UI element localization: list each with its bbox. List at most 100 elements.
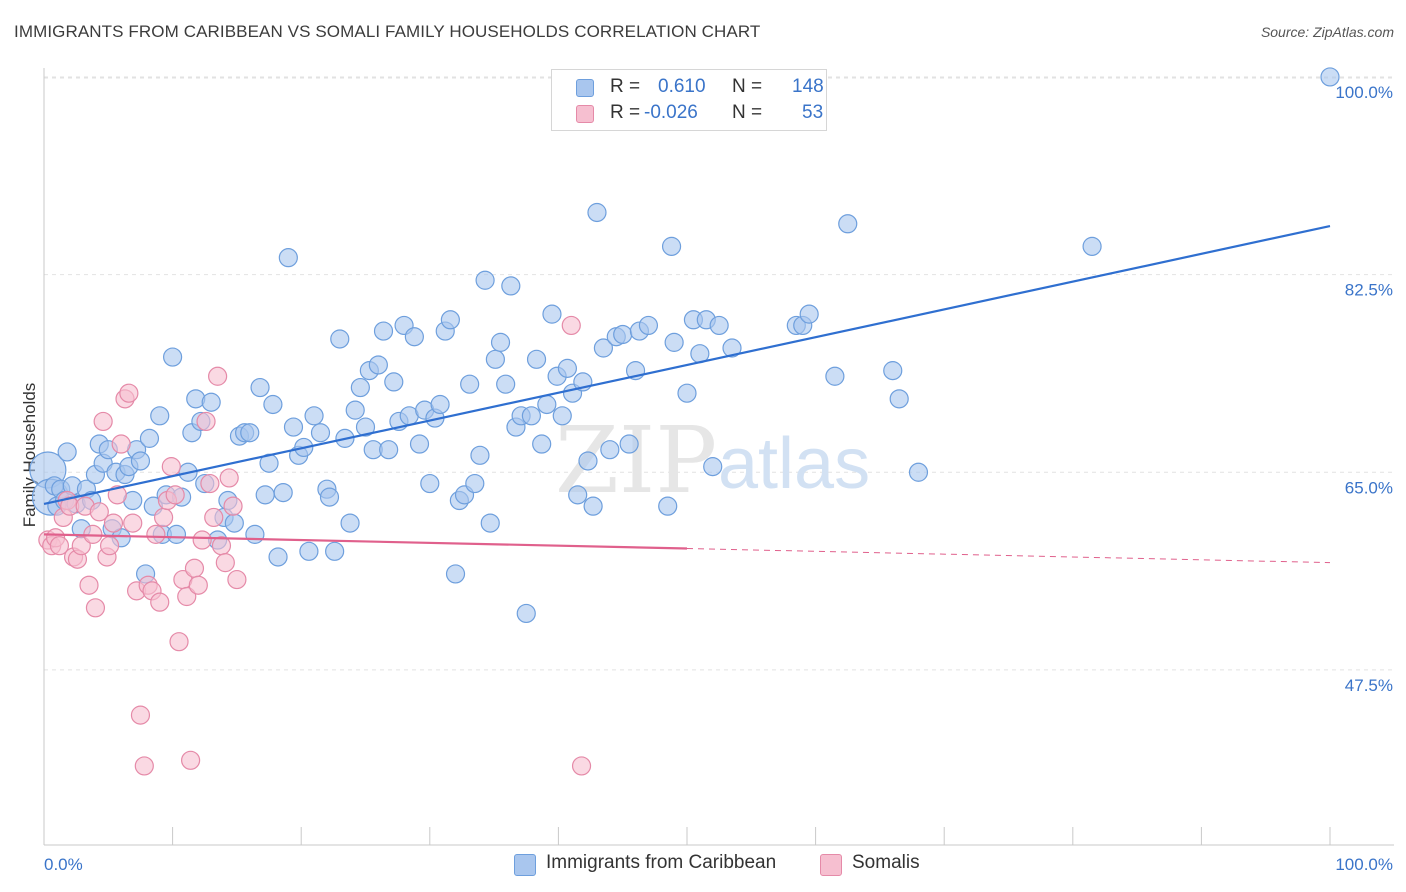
caribbean-point [460,374,480,394]
caribbean-point [201,392,221,412]
caribbean-point [57,442,77,462]
caribbean-point [638,315,659,336]
somali-point [153,507,174,528]
somali-point [192,530,212,550]
caribbean-point [163,347,183,367]
somali-point [71,536,91,556]
caribbean-point [537,394,557,415]
caribbean-point [501,276,521,296]
caribbean-point [310,423,331,443]
stats-legend: R = 0.610 N = 148 R = -0.026 N = 53 [551,69,827,131]
caribbean-point [1320,67,1340,87]
caribbean-point [658,496,678,516]
somali-point [146,524,166,544]
caribbean-point [139,428,160,448]
caribbean-point [578,451,598,471]
caribbean-point [440,310,460,330]
caribbean-point [340,513,360,533]
x-tick-label: 0.0% [44,855,83,874]
caribbean-point [373,321,394,341]
somali-point [111,434,131,454]
somali-point [227,569,247,590]
legend-swatch-pink [820,854,842,876]
somali-point [130,705,151,725]
caribbean-trendline [43,224,1331,505]
legend-r-value: -0.026 [644,102,698,123]
caribbean-point [490,332,511,352]
caribbean-point [430,394,450,415]
caribbean-point [150,406,170,426]
caribbean-point [583,496,603,516]
chart-title: IMMIGRANTS FROM CARIBBEAN VS SOMALI FAMI… [14,22,761,41]
caribbean-point [677,383,697,403]
caribbean-point [521,406,541,426]
caribbean-point [613,324,633,345]
caribbean-point [838,214,858,234]
caribbean-point [283,417,304,437]
caribbean-point [278,248,298,268]
somali-point [204,507,224,528]
somali-point [215,553,235,573]
caribbean-point [299,541,319,561]
caribbean-point [445,564,466,584]
caribbean-point [722,338,742,358]
legend-n-value: 53 [802,102,824,123]
somali-point [134,756,154,776]
caribbean-point [703,457,723,477]
caribbean-point [557,358,578,378]
caribbean-point [330,329,350,349]
legend-n-label: N = [732,102,763,123]
caribbean-point [240,423,260,443]
somali-point [119,383,139,403]
somali-point [219,468,239,488]
legend-n-label: N = [732,76,763,97]
source-label: Source: ZipAtlas.com [1260,24,1394,40]
somali-point [181,750,201,770]
caribbean-point [245,524,265,544]
caribbean-point [368,355,388,375]
legend-swatch-pink [576,105,594,123]
caribbean-point [825,366,845,386]
somali-point [161,457,181,477]
caribbean-point [465,473,485,494]
somali-point [79,575,99,595]
somali-point [107,485,127,505]
caribbean-point [661,236,682,256]
caribbean-point [273,482,293,503]
caribbean-point [470,445,490,465]
caribbean-point [268,547,288,567]
legend-n-value: 148 [792,76,824,97]
legend-r-value: 0.610 [658,76,706,97]
caribbean-point [542,304,562,324]
somali-point [223,496,243,516]
caribbean-point [664,332,684,352]
somali-point [49,536,70,556]
somali-point [123,513,143,533]
caribbean-point [345,400,365,420]
caribbean-point [166,524,187,544]
caribbean-point [709,315,729,336]
caribbean-point [600,440,620,460]
caribbean-point [350,377,370,398]
caribbean-point [568,485,588,505]
caribbean-point [319,487,340,507]
somali-point [208,366,228,386]
caribbean-point [1082,236,1102,256]
caribbean-point [409,434,430,454]
legend-r-label: R = [610,102,641,123]
caribbean-point [526,349,547,369]
caribbean-point [883,361,903,381]
caribbean-point [593,338,614,358]
caribbean-point [420,473,440,494]
caribbean-point [325,541,345,561]
y-tick-label: 65.0% [1345,478,1393,497]
y-tick-label: 47.5% [1345,676,1393,695]
y-tick-label: 100.0% [1335,83,1393,102]
somali-point [571,756,592,776]
somali-point [196,411,216,432]
x-tick-label: 100.0% [1335,855,1393,874]
caribbean-point [224,513,244,533]
caribbean-point [404,327,424,347]
caribbean-point [889,389,909,409]
caribbean-point [532,434,552,454]
